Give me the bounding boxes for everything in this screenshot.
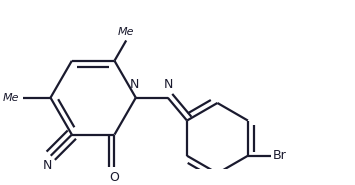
Text: N: N [164, 78, 174, 91]
Text: N: N [130, 78, 140, 91]
Text: Br: Br [272, 149, 286, 162]
Text: O: O [110, 171, 119, 184]
Text: N: N [43, 159, 52, 172]
Text: Me: Me [3, 93, 20, 103]
Text: Me: Me [118, 27, 135, 37]
